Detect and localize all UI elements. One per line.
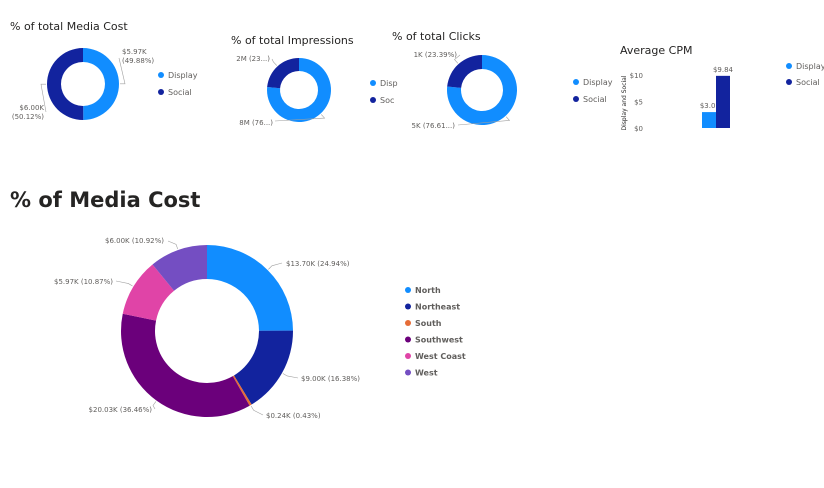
media-cost-legend-marker-social — [158, 89, 164, 95]
clicks-data-label-display: 5K (76.61...) — [412, 122, 456, 130]
region-legend-marker-southwest — [405, 336, 411, 343]
cpm-bar-display — [702, 112, 716, 128]
cpm-legend-label-display: Display — [796, 62, 824, 71]
impressions-chart-title: % of total Impressions — [231, 34, 354, 47]
region-legend-label-west: West — [415, 369, 438, 378]
cpm-y-tick-2: $10 — [630, 72, 643, 80]
clicks-legend-label-display: Display — [583, 78, 613, 87]
region-legend-marker-south — [405, 320, 411, 326]
region-data-label-south: $0.24K (0.43%) — [266, 412, 321, 420]
clicks-legend-marker-social — [573, 96, 579, 102]
media-cost-data-label-social: $6.00K — [19, 104, 44, 112]
cpm-y-tick-1: $5 — [634, 99, 643, 107]
impressions-leader-social — [271, 58, 278, 66]
cpm-legend-marker-social — [786, 79, 792, 85]
impressions-slice-social — [267, 58, 299, 89]
region-legend-marker-northeast — [405, 303, 411, 310]
media-cost-slice-social — [46, 48, 84, 121]
clicks-legend-label-social: Social — [583, 95, 607, 104]
region-leader-west — [167, 240, 179, 250]
clicks-slice-social — [447, 55, 482, 88]
cpm-chart-title: Average CPM — [620, 44, 693, 57]
impressions-data-label-social: 2M (23...) — [236, 55, 270, 63]
media-cost-data-label-display: (49.88%) — [122, 57, 154, 65]
region-leader-west-coast — [115, 280, 133, 287]
cpm-data-label-display: $3.0( — [700, 102, 719, 110]
region-legend-label-southwest: Southwest — [415, 336, 463, 345]
impressions-leader-display — [274, 114, 326, 122]
region-slice-southwest — [121, 313, 250, 417]
region-slice-south — [232, 375, 252, 406]
region-legend-label-west-coast: West Coast — [415, 352, 466, 361]
cpm-data-label-social: $9.84 — [713, 66, 734, 74]
clicks-chart-title: % of total Clicks — [392, 30, 481, 43]
media-cost-legend-marker-display — [158, 72, 164, 78]
media-cost-legend-label-social: Social — [168, 88, 192, 97]
impressions-data-label-display: 8M (76...) — [239, 119, 273, 127]
cpm-legend-label-social: Social — [796, 78, 820, 87]
region-legend-label-north: North — [415, 286, 441, 295]
media-cost-leader-display — [118, 57, 126, 85]
region-slice-west — [152, 245, 207, 291]
region-data-label-southwest: $20.03K (36.46%) — [89, 406, 153, 414]
impressions-legend-label-soc: Soc — [380, 96, 394, 105]
region-legend-label-northeast: Northeast — [415, 303, 460, 312]
media-cost-chart-title: % of total Media Cost — [10, 20, 128, 33]
impressions-legend-marker-disp — [370, 80, 376, 86]
region-leader-northeast — [282, 373, 299, 379]
clicks-data-label-social: 1K (23.39%) — [414, 51, 458, 59]
cpm-y-axis-title: Display and Social — [621, 75, 628, 130]
region-data-label-west-coast: $5.97K (10.87%) — [54, 278, 113, 286]
clicks-leader-social — [454, 54, 461, 64]
media-cost-leader-social — [40, 83, 47, 113]
region-leader-north — [268, 262, 283, 270]
region-leader-southwest — [152, 401, 157, 410]
media-cost-data-label-social: (50.12%) — [12, 113, 44, 121]
region-slice-northeast — [233, 330, 293, 405]
clicks-leader-display — [457, 116, 511, 126]
region-slice-west-coast — [122, 264, 175, 321]
region-data-label-northeast: $9.00K (16.38%) — [301, 375, 360, 383]
region-legend-marker-west — [405, 369, 411, 376]
cpm-bar-social — [716, 75, 730, 128]
region-leader-south — [250, 405, 264, 416]
clicks-legend-marker-display — [573, 79, 579, 85]
cpm-y-tick-0: $0 — [634, 125, 643, 133]
media-cost-slice-display — [83, 48, 119, 120]
impressions-slice-display — [267, 58, 331, 123]
clicks-slice-display — [447, 55, 517, 125]
region-legend-marker-north — [405, 287, 411, 293]
media-cost-by-region-title: % of Media Cost — [10, 188, 201, 212]
region-legend-marker-west-coast — [405, 353, 411, 359]
impressions-legend-label-disp: Disp — [380, 79, 398, 88]
media-cost-data-label-display: $5.97K — [122, 48, 147, 56]
impressions-legend-marker-soc — [370, 97, 376, 103]
media-cost-legend-label-display: Display — [168, 71, 198, 80]
region-data-label-north: $13.70K (24.94%) — [286, 260, 350, 268]
region-data-label-west: $6.00K (10.92%) — [105, 237, 164, 245]
region-slice-north — [207, 245, 293, 331]
region-legend-label-south: South — [415, 319, 442, 328]
cpm-legend-marker-display — [786, 63, 792, 69]
